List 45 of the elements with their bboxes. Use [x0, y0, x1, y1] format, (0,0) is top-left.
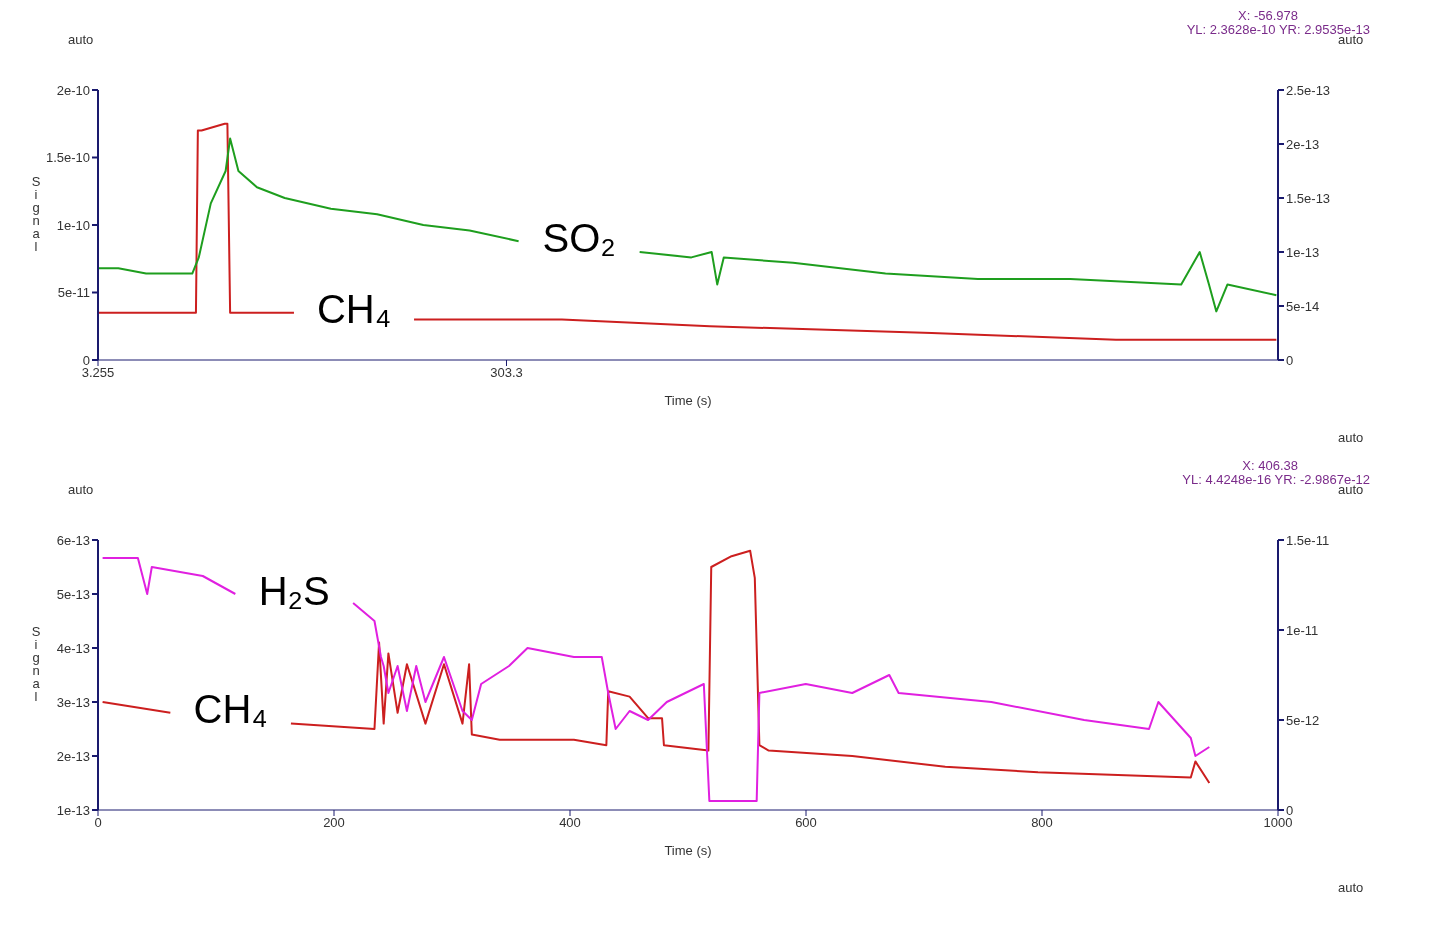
- x-tick-label: 800: [1031, 815, 1053, 831]
- y2-tick-label: 1e-13: [1286, 244, 1320, 260]
- y-tick-label: 3e-13: [56, 694, 90, 710]
- y-tick-label: 1e-10: [56, 217, 90, 233]
- text: auto: [1338, 430, 1364, 445]
- y-tick-label: 2e-10: [56, 82, 90, 98]
- x-tick-label: 200: [323, 815, 345, 831]
- y2-tick-label: 1.5e-13: [1286, 190, 1331, 206]
- text: YL: 4.4248e-16 YR: -2.9867e-12: [1182, 472, 1370, 487]
- y2-tick-label: 1.5e-11: [1286, 532, 1330, 548]
- text: YL: 2.3628e-10 YR: 2.9535e-13: [1186, 22, 1370, 37]
- y-tick-label: 5e-13: [56, 586, 90, 602]
- text: auto: [68, 32, 94, 47]
- y-tick-label: 5e-11: [57, 285, 90, 301]
- text: auto: [1338, 880, 1364, 895]
- y2-tick-label: 1e-11: [1286, 622, 1319, 638]
- x-tick-label: 600: [795, 815, 817, 831]
- x-tick-label: 3.255: [81, 365, 115, 381]
- y2-tick-label: 2.5e-13: [1286, 82, 1331, 98]
- series-label: H₂S: [258, 568, 330, 613]
- text: X: 406.38: [1242, 458, 1298, 473]
- series-label: SO₂: [542, 215, 616, 260]
- x-tick-label: 1000: [1263, 815, 1293, 831]
- y-tick-label: 2e-13: [56, 748, 90, 764]
- y-tick-label: 4e-13: [56, 640, 90, 656]
- y-tick-label: 6e-13: [56, 532, 90, 548]
- y2-tick-label: 2e-13: [1286, 136, 1320, 152]
- x-axis-title: Time (s): [664, 393, 712, 408]
- y2-tick-label: 0: [1286, 802, 1294, 818]
- x-tick-label: 303.3: [490, 365, 523, 381]
- series-label: CH₄: [316, 287, 392, 332]
- y-tick-label: 1e-13: [56, 802, 90, 818]
- x-tick-label: 0: [94, 815, 102, 831]
- y2-tick-label: 0: [1286, 352, 1294, 368]
- y-axis-title: Signal: [31, 624, 41, 704]
- y-tick-label: 0: [82, 352, 90, 368]
- y-tick-label: 1.5e-10: [45, 150, 90, 166]
- x-axis-title: Time (s): [664, 843, 712, 858]
- x-tick-label: 400: [559, 815, 581, 831]
- text: X: -56.978: [1238, 8, 1298, 23]
- text: auto: [68, 482, 94, 497]
- y2-tick-label: 5e-14: [1286, 298, 1320, 314]
- y-axis-title: Signal: [31, 174, 41, 254]
- series-label: CH₄: [193, 687, 268, 732]
- y2-tick-label: 5e-12: [1286, 712, 1320, 728]
